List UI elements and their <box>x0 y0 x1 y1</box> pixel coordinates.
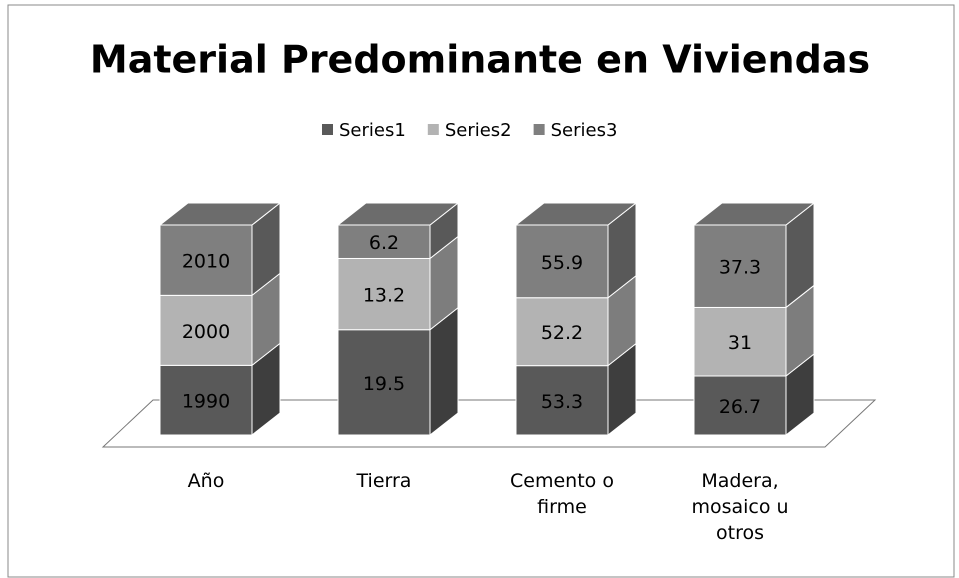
data-label: 6.2 <box>369 232 399 254</box>
bar-segment <box>159 294 253 366</box>
bar-segment <box>693 375 787 436</box>
bar-segment <box>337 329 431 436</box>
legend-label: Series3 <box>551 120 618 141</box>
bar-segment <box>159 224 253 296</box>
data-label: 19.5 <box>363 373 405 395</box>
bar-top <box>692 202 816 226</box>
data-label: 53.3 <box>541 391 583 413</box>
legend-swatch <box>427 124 439 135</box>
data-label: 37.3 <box>719 257 761 279</box>
x-tick-label: Tierra <box>356 470 412 492</box>
bar-segment <box>159 364 253 436</box>
bar-segment <box>337 257 431 331</box>
floor <box>101 399 877 448</box>
data-label: 55.9 <box>541 252 583 274</box>
x-tick-label: Año <box>187 470 225 492</box>
bar-top <box>158 202 282 226</box>
data-label: 26.7 <box>719 396 761 418</box>
bar-segment <box>515 297 609 367</box>
data-label: 1990 <box>182 391 230 413</box>
legend-label: Series2 <box>445 120 512 141</box>
legend-swatch <box>322 124 333 135</box>
bar-segment <box>515 365 609 436</box>
bar-segment <box>337 224 431 259</box>
data-label: 13.2 <box>363 285 405 307</box>
legend-label: Series1 <box>339 120 406 141</box>
bar-top <box>514 202 638 226</box>
x-tick-label: Cemento o firme <box>510 470 614 518</box>
data-label: 2010 <box>182 251 230 273</box>
x-tick-label: Madera, mosaico u otros <box>691 470 789 544</box>
data-label: 52.2 <box>541 322 583 344</box>
legend-swatch <box>533 124 545 135</box>
data-label: 2000 <box>182 321 230 343</box>
bar-top <box>336 202 460 226</box>
data-label: 31 <box>728 332 752 354</box>
chart-title: Material Predominante en Viviendas <box>90 38 870 82</box>
